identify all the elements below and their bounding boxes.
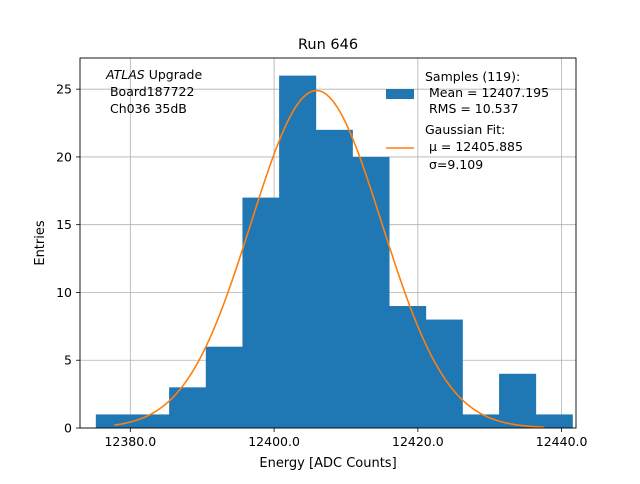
histogram-bar — [315, 129, 353, 429]
x-axis-label: Energy [ADC Counts] — [259, 456, 396, 471]
histogram-bar — [95, 414, 133, 428]
x-tick-label: 12420.0 — [392, 434, 444, 449]
legend-histogram-swatch — [386, 89, 414, 99]
x-axis-ticks: 12380.0 12400.0 12420.0 12440.0 — [104, 428, 588, 449]
legend-histogram-rms: RMS = 10.537 — [425, 101, 519, 116]
histogram-bar — [205, 346, 243, 428]
legend-fit-mu: μ = 12405.885 — [425, 139, 523, 154]
histogram-bar — [279, 75, 317, 428]
histogram-bar — [425, 319, 463, 428]
atlas-annotation: ATLAS Upgrade Board187722 Ch036 35dB — [105, 67, 202, 116]
histogram-bar — [462, 414, 500, 428]
annotation-channel: Ch036 35dB — [106, 101, 187, 116]
histogram-bar — [132, 414, 170, 428]
histogram-bar — [169, 387, 207, 428]
y-tick-label: 10 — [56, 285, 72, 300]
legend: Samples (119): Mean = 12407.195 RMS = 10… — [386, 69, 549, 172]
chart-title: Run 646 — [298, 37, 358, 53]
x-tick-label: 12440.0 — [536, 434, 588, 449]
legend-fit-sigma: σ=9.109 — [425, 157, 483, 172]
x-tick-label: 12400.0 — [248, 434, 300, 449]
plot-frame — [79, 57, 577, 429]
legend-fit-label: Gaussian Fit: — [425, 122, 505, 137]
legend-histogram-mean: Mean = 12407.195 — [425, 85, 549, 100]
y-axis-ticks: 0 5 10 15 20 25 — [56, 82, 80, 436]
svg-text:ATLAS Upgrade: ATLAS Upgrade — [105, 67, 202, 82]
histogram-bar — [499, 373, 537, 428]
y-tick-label: 25 — [56, 82, 72, 97]
histogram-bar — [352, 156, 390, 428]
legend-histogram-label: Samples (119): — [425, 69, 520, 84]
histogram-bar — [535, 414, 573, 428]
y-tick-label: 0 — [64, 421, 72, 436]
y-tick-label: 15 — [56, 217, 72, 232]
x-tick-label: 12380.0 — [104, 434, 156, 449]
histogram-bar — [242, 197, 280, 428]
annotation-atlas: ATLAS — [105, 67, 145, 82]
annotation-board: Board187722 — [106, 84, 194, 99]
annotation-upgrade: Upgrade — [145, 67, 203, 82]
y-tick-label: 5 — [64, 353, 72, 368]
histogram-bar — [389, 306, 427, 428]
y-tick-label: 20 — [56, 149, 72, 164]
y-axis-label: Entries — [33, 220, 48, 266]
histogram-bars — [95, 75, 573, 429]
gaussian-fit-curve — [114, 89, 545, 429]
